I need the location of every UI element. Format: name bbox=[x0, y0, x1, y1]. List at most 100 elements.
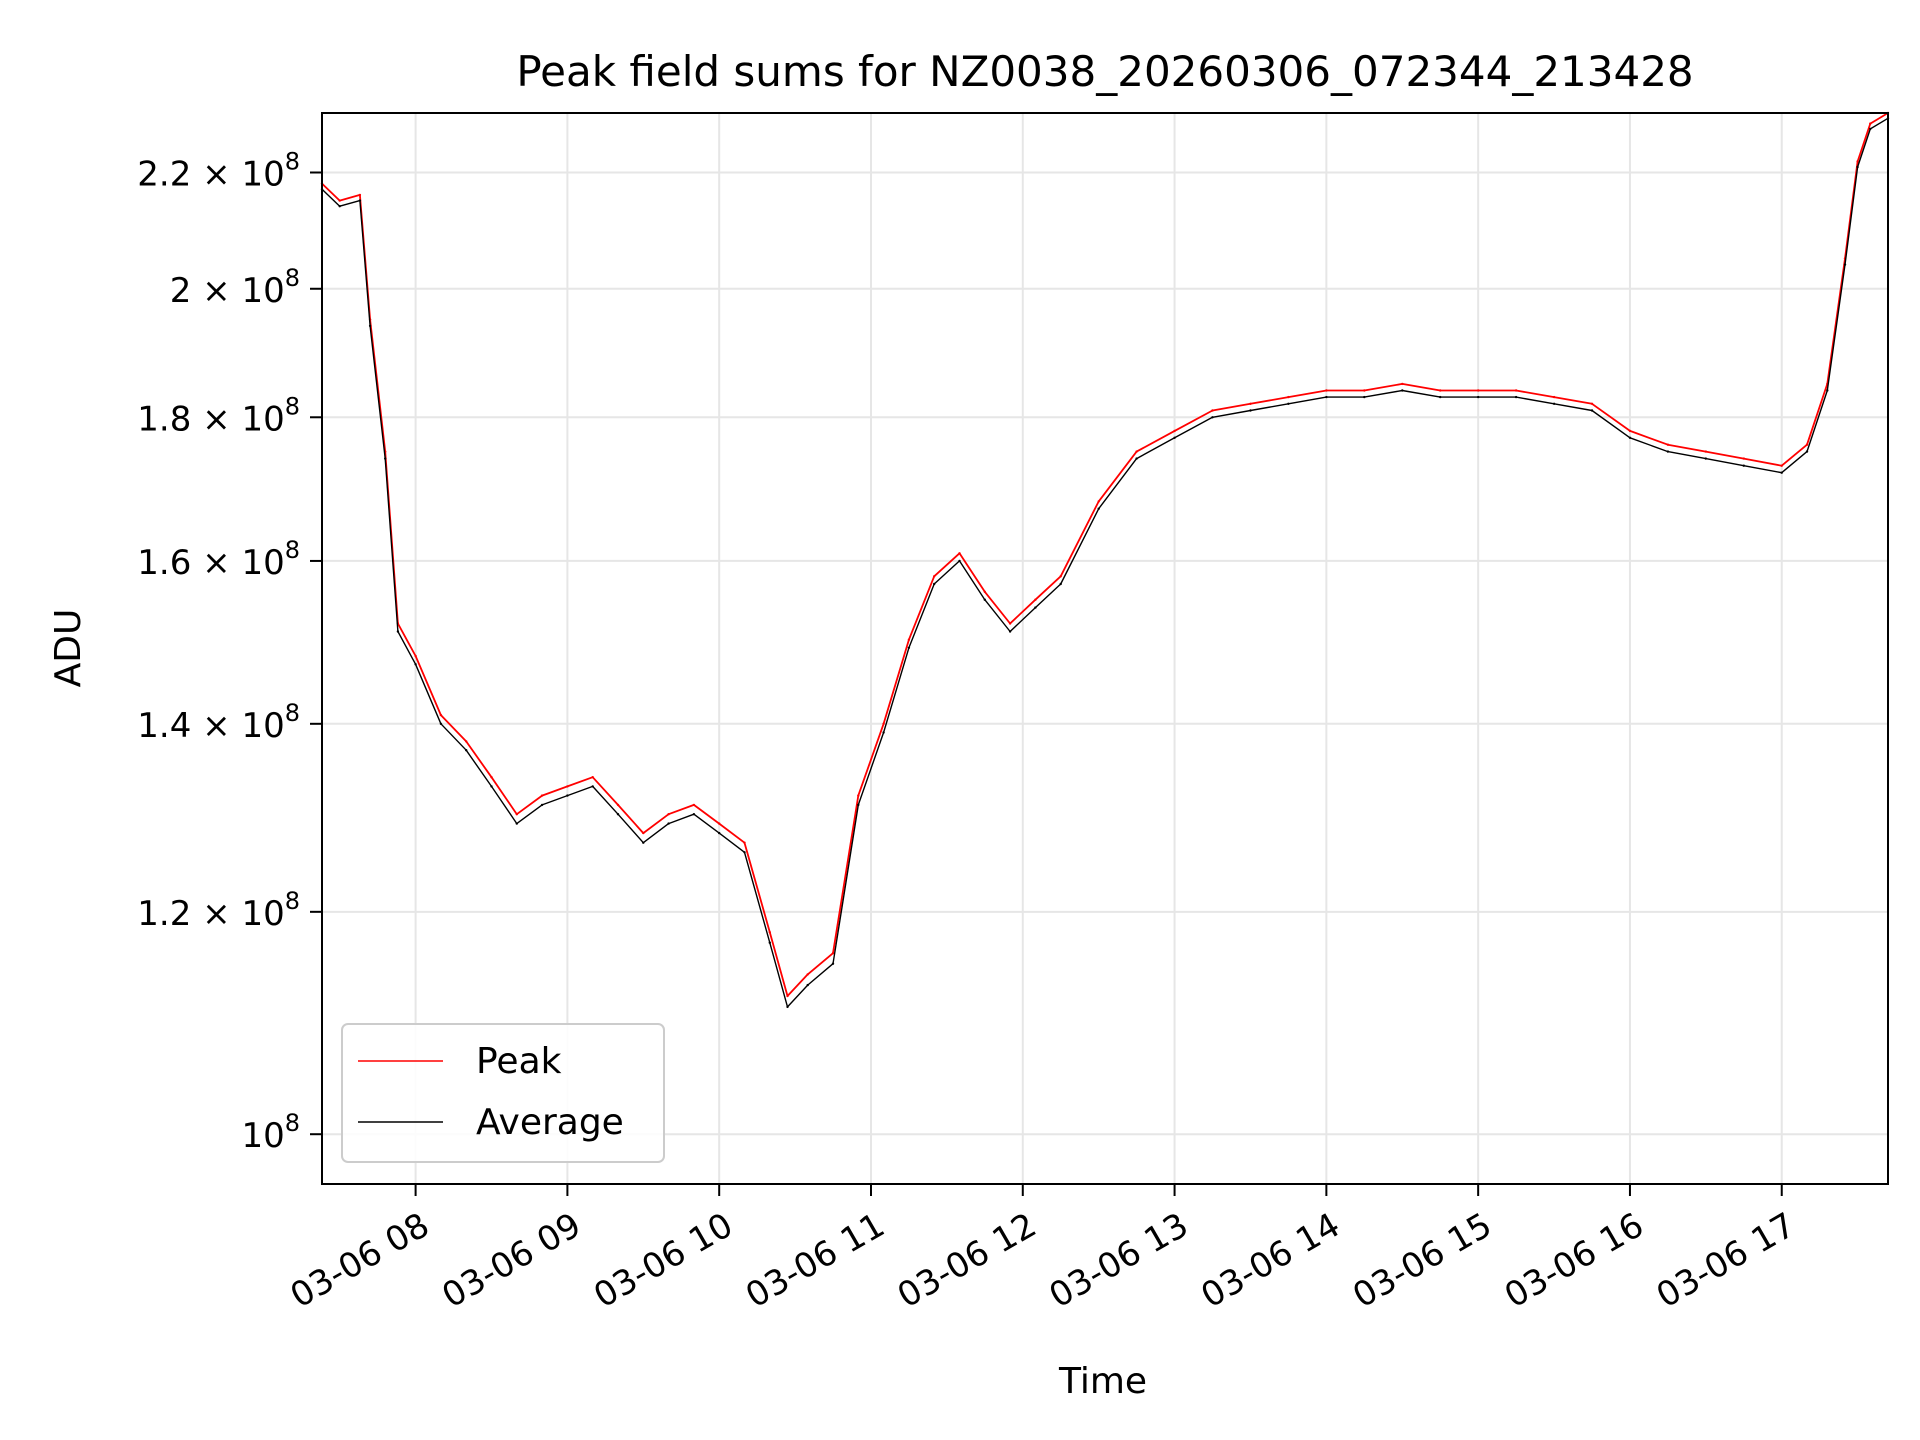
data-point-peak bbox=[1628, 429, 1632, 433]
data-point-average bbox=[768, 941, 771, 944]
data-point-peak bbox=[465, 740, 468, 743]
data-point-average bbox=[692, 813, 696, 816]
data-point-peak bbox=[566, 785, 569, 788]
data-point-average bbox=[1552, 402, 1556, 405]
data-point-peak bbox=[1173, 429, 1176, 433]
data-point-peak bbox=[1869, 122, 1872, 125]
data-point-average bbox=[1514, 395, 1518, 399]
data-point-peak bbox=[1780, 464, 1783, 467]
chart-title: Peak field sums for NZ0038_20260306_0723… bbox=[516, 47, 1693, 96]
y-axis-label: ADU bbox=[48, 609, 89, 688]
series-peak bbox=[320, 111, 1890, 998]
data-point-average bbox=[566, 794, 569, 797]
data-point-average bbox=[1059, 582, 1062, 586]
legend: Peak Average bbox=[341, 1023, 665, 1163]
data-point-average bbox=[882, 731, 885, 734]
data-point-average bbox=[718, 831, 721, 835]
y-tick-label: 108 bbox=[241, 1109, 300, 1156]
y-tick-label: 1.8 × 108 bbox=[137, 392, 300, 439]
data-point-average bbox=[1097, 507, 1100, 510]
data-point-peak bbox=[718, 822, 721, 825]
data-point-average bbox=[384, 457, 387, 460]
data-point-peak bbox=[439, 713, 443, 717]
data-point-peak bbox=[667, 813, 670, 816]
data-point-average bbox=[933, 582, 936, 586]
x-axis-label: Time bbox=[1058, 1361, 1147, 1402]
data-point-average bbox=[1325, 395, 1328, 399]
data-point-peak bbox=[1666, 443, 1670, 446]
data-point-average bbox=[1590, 409, 1594, 412]
data-point-peak bbox=[1401, 382, 1404, 386]
data-point-average bbox=[806, 983, 809, 987]
data-point-peak bbox=[743, 841, 746, 844]
data-point-average bbox=[465, 749, 468, 752]
data-point-average bbox=[616, 813, 620, 816]
data-point-average bbox=[958, 559, 961, 563]
data-point-average bbox=[1249, 409, 1252, 412]
data-point-peak bbox=[591, 776, 594, 779]
data-point-peak bbox=[338, 199, 341, 202]
data-point-peak bbox=[1211, 409, 1214, 412]
data-point-average bbox=[368, 324, 372, 328]
data-point-average bbox=[439, 722, 443, 725]
data-point-average bbox=[1742, 464, 1746, 467]
data-point-average bbox=[1173, 436, 1176, 439]
data-point-average bbox=[1135, 457, 1138, 460]
y-tick-label: 1.6 × 108 bbox=[137, 536, 300, 583]
data-point-peak bbox=[1590, 402, 1594, 405]
series-line-peak bbox=[321, 112, 1889, 997]
data-point-average bbox=[1628, 436, 1632, 439]
data-point-peak bbox=[1287, 395, 1290, 399]
data-point-average bbox=[1211, 416, 1214, 419]
data-point-peak bbox=[882, 722, 885, 725]
legend-label-peak: Peak bbox=[476, 1041, 562, 1082]
data-point-peak bbox=[1034, 598, 1037, 601]
data-point-peak bbox=[1805, 443, 1809, 446]
data-point-peak bbox=[806, 973, 809, 976]
data-point-peak bbox=[1514, 389, 1518, 392]
data-point-peak bbox=[1477, 389, 1480, 392]
data-point-average bbox=[667, 822, 670, 825]
data-point-peak bbox=[768, 931, 771, 934]
data-point-peak bbox=[907, 638, 911, 641]
grid bbox=[322, 113, 1888, 1184]
data-point-peak bbox=[1249, 402, 1252, 405]
data-point-peak bbox=[616, 803, 620, 807]
data-point-average bbox=[338, 205, 341, 208]
data-point-average bbox=[1704, 457, 1708, 460]
data-point-average bbox=[642, 841, 645, 844]
data-point-peak bbox=[1325, 389, 1328, 392]
data-point-peak bbox=[515, 813, 518, 816]
data-point-average bbox=[396, 630, 400, 633]
data-point-average bbox=[1034, 606, 1037, 609]
data-point-peak bbox=[1704, 450, 1708, 453]
data-point-peak bbox=[692, 803, 696, 807]
data-point-peak bbox=[857, 794, 860, 797]
y-tick-label: 2 × 108 bbox=[170, 264, 300, 311]
y-tick-label: 2.2 × 108 bbox=[137, 148, 300, 195]
data-point-peak bbox=[786, 994, 789, 998]
data-point-average bbox=[1439, 395, 1442, 399]
data-point-peak bbox=[414, 654, 417, 658]
data-point-peak bbox=[1008, 622, 1012, 625]
data-point-peak bbox=[490, 776, 493, 779]
data-point-average bbox=[1856, 165, 1859, 169]
data-point-peak bbox=[933, 575, 936, 578]
data-point-average bbox=[786, 1005, 789, 1009]
data-point-peak bbox=[1552, 395, 1556, 399]
data-point-average bbox=[1826, 389, 1829, 392]
data-point-average bbox=[490, 785, 493, 788]
data-point-average bbox=[591, 785, 594, 788]
plot-frame bbox=[321, 112, 1889, 1185]
data-point-average bbox=[1780, 471, 1783, 474]
data-point-peak bbox=[1856, 160, 1859, 163]
y-axis: 108 1.2 × 108 1.4 × 108 1.6 × 108 1.8 × 108 2… bbox=[137, 148, 322, 1156]
data-point-average bbox=[1363, 395, 1366, 399]
data-point-peak bbox=[540, 794, 544, 797]
data-point-average bbox=[540, 803, 544, 807]
data-point-average bbox=[1869, 127, 1872, 131]
legend-label-average: Average bbox=[476, 1102, 624, 1143]
data-point-peak bbox=[1742, 457, 1746, 460]
data-point-peak bbox=[958, 552, 961, 555]
